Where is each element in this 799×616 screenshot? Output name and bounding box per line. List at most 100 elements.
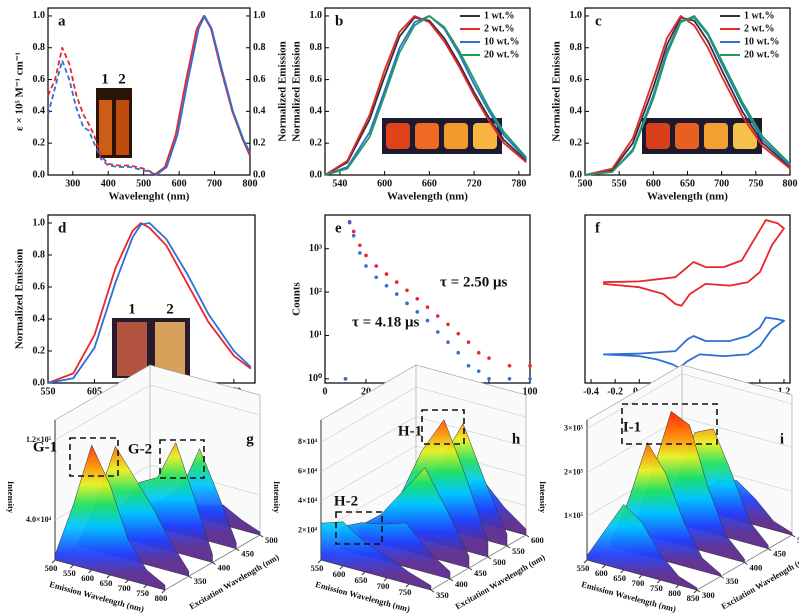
annotation: G-1 <box>33 439 57 455</box>
x-tick-label: 1.2 <box>778 386 791 397</box>
panel-letter: g <box>246 431 254 447</box>
y-tick-label: 0.0 <box>33 377 46 388</box>
y-tick-label: 450 <box>474 568 487 578</box>
data-point <box>446 322 450 327</box>
y-tick <box>212 562 216 565</box>
x-tick <box>620 569 625 574</box>
x-tick-label: 500 <box>578 178 593 189</box>
data-line <box>47 222 252 384</box>
x-tick <box>583 559 588 564</box>
data-point <box>476 369 481 373</box>
y-tick-label: 1.0 <box>33 10 46 21</box>
data-point <box>528 376 532 381</box>
data-line <box>324 15 527 176</box>
grid-line <box>586 373 793 430</box>
x-tick-label: 800 <box>783 178 798 189</box>
data-point <box>435 330 440 334</box>
x-tick-label: 800 <box>668 588 681 598</box>
data-point <box>456 331 461 336</box>
grid-line <box>586 417 793 473</box>
x-tick-label: 700 <box>632 578 645 588</box>
y-tick-label: 0.8 <box>33 249 46 260</box>
x-tick-label: -0.4 <box>583 386 599 397</box>
data-point <box>507 363 512 368</box>
y-tick-label: 0.4 <box>33 313 46 324</box>
surface-row <box>320 521 432 591</box>
y-tick <box>720 575 725 579</box>
data-point <box>456 350 461 355</box>
inset-vial <box>99 100 112 155</box>
x-tick-label: 700 <box>118 583 131 593</box>
panel-letter: c <box>595 13 602 29</box>
y2-tick-label: 0.8 <box>253 42 266 53</box>
x-tick <box>656 579 661 584</box>
inset-label: 2 <box>166 301 174 317</box>
x-axis-label: Emission Wavelength (nm) <box>48 579 145 614</box>
annotation-box <box>335 511 383 545</box>
x-tick <box>339 565 344 570</box>
data-line <box>155 15 251 176</box>
x-tick-label: 700 <box>714 178 729 189</box>
x-tick-label: 650 <box>613 573 626 583</box>
x-tick <box>638 574 643 579</box>
panel-letter: e <box>335 220 342 236</box>
legend-label: 10 wt.% <box>744 36 780 47</box>
data-line <box>47 59 159 176</box>
y2-tick-label: 0.0 <box>253 169 266 180</box>
z-axis-label: Intensity <box>272 481 282 514</box>
legend-label: 2 wt.% <box>744 23 775 34</box>
x-tick-label: 0 <box>323 386 328 397</box>
x-tick-label: 650 <box>355 575 368 585</box>
y-tick-label: 350 <box>726 576 739 586</box>
y-tick <box>449 578 454 582</box>
x-tick <box>675 584 680 589</box>
y-tick <box>468 567 473 571</box>
y-tick-label: 1.0 <box>570 10 583 21</box>
y-tick <box>259 534 264 538</box>
panel: 300 400 500 600 700 8000.00.20.40.60.81.00.00… <box>14 7 289 203</box>
data-point <box>466 363 471 368</box>
data-line <box>584 15 791 176</box>
x-tick-label: 600 <box>646 178 661 189</box>
plot-frame <box>584 214 791 384</box>
y-tick-label: 10² <box>309 286 322 297</box>
plot-frame <box>47 7 251 176</box>
x-tick-label: 550 <box>612 178 627 189</box>
z-tick-label: 3×10⁵ <box>564 424 584 433</box>
x-tick-label: 700 <box>377 581 390 591</box>
y-tick-label: 0.6 <box>33 281 46 292</box>
data-point <box>351 229 356 234</box>
x-tick <box>693 589 698 594</box>
x-tick-label: 600 <box>81 573 94 583</box>
data-point <box>425 305 430 309</box>
data-line <box>603 219 785 307</box>
x-tick-label: 300 <box>65 178 80 189</box>
panel: 500 550 600 650 700 750 800 0.0 0.2 0.4 0.6 0.8 1.0 W… <box>551 7 798 203</box>
x-tick-label: 650 <box>100 578 113 588</box>
y-tick <box>506 545 511 549</box>
panel-letter: f <box>595 220 601 236</box>
x-tick-label: 550 <box>63 568 76 578</box>
legend-label: 2 wt.% <box>484 23 515 34</box>
data-point <box>487 376 491 381</box>
x-tick-label: 700 <box>207 178 222 189</box>
y-tick <box>696 589 701 593</box>
y-tick-label: 0.4 <box>570 106 583 117</box>
annotation: τ = 2.50 μs <box>440 274 507 290</box>
legend-label: 10 wt.% <box>484 36 520 47</box>
legend-label: 20 wt.% <box>484 49 520 60</box>
y-tick-label: 350 <box>436 590 449 600</box>
grid-line <box>320 386 527 443</box>
x-tick-label: 100 <box>523 386 538 397</box>
inset-sample <box>675 123 699 149</box>
y2-tick-label: 0.4 <box>253 106 266 117</box>
y-tick-label: 0.2 <box>33 345 46 356</box>
x-tick <box>383 577 388 582</box>
y-tick-label: 0.8 <box>33 42 46 53</box>
x-tick-label: 720 <box>467 178 482 189</box>
x-tick <box>405 583 410 588</box>
y-tick-label: 0.8 <box>310 42 323 53</box>
x-tick <box>317 559 322 564</box>
x-tick-label: 550 <box>577 563 590 573</box>
y-axis-label: Normalized Emission <box>551 41 563 142</box>
